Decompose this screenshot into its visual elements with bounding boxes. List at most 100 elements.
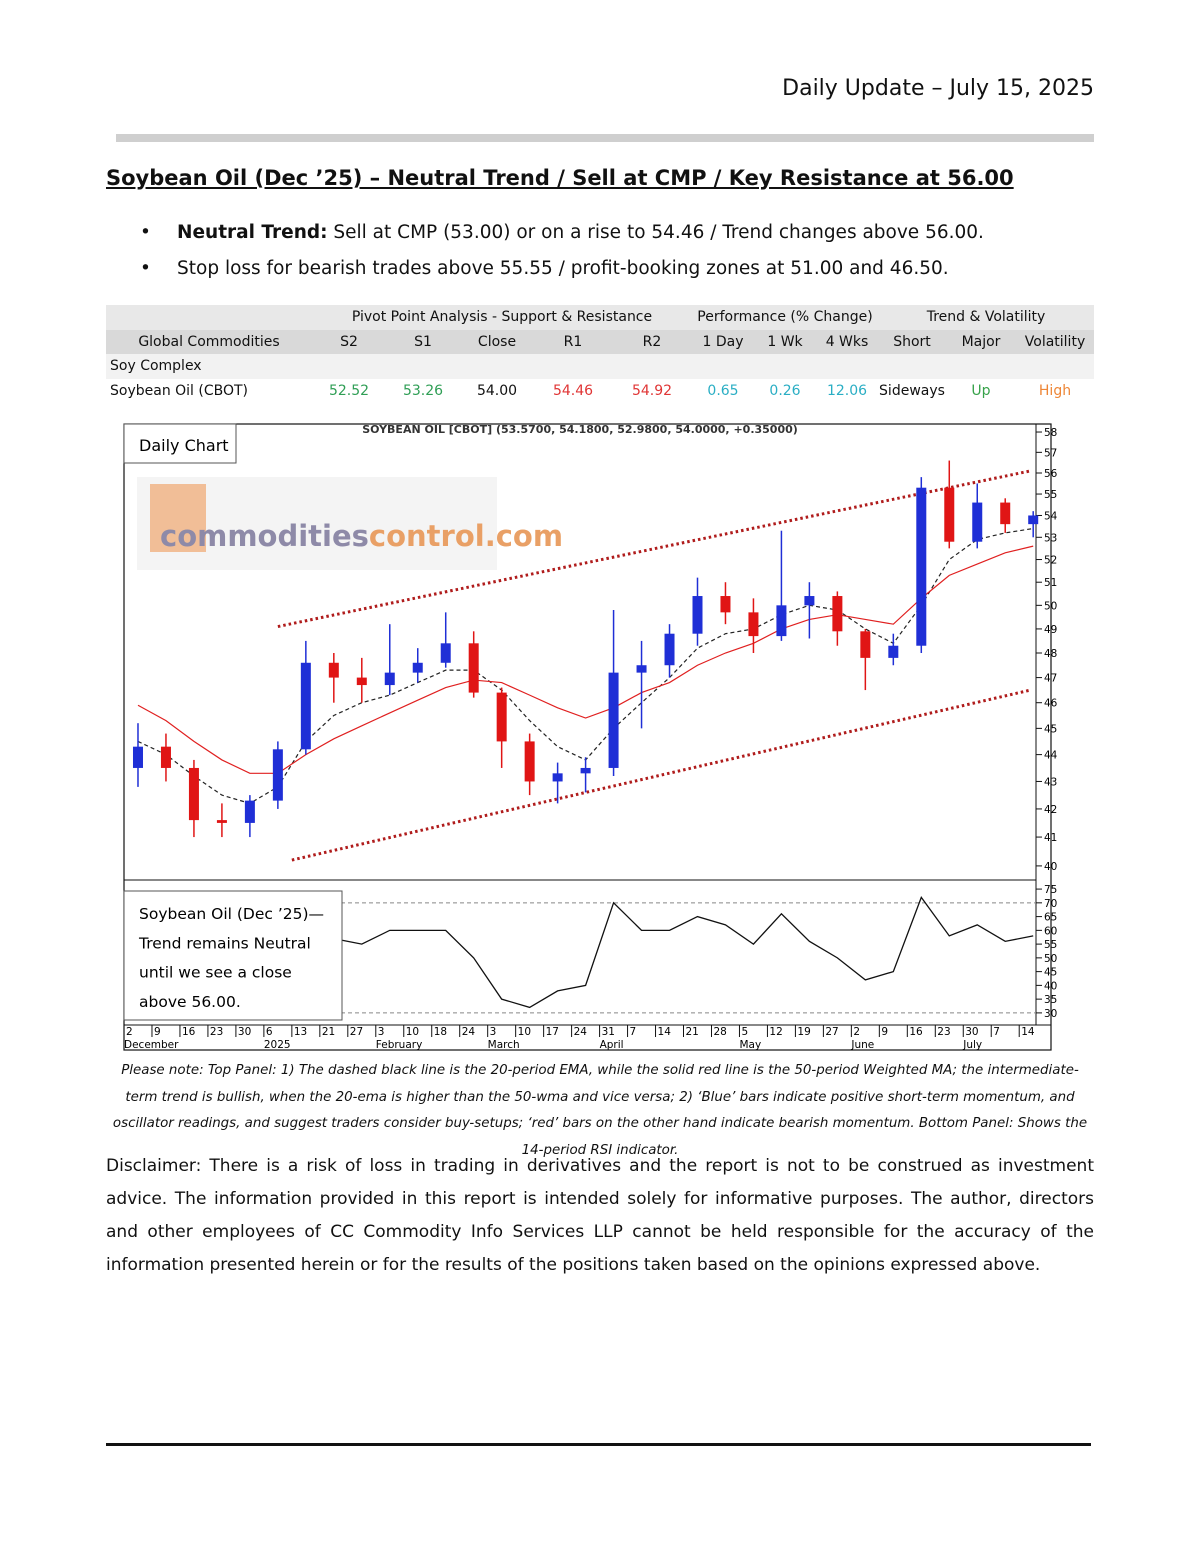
x-tick-label: 24: [462, 1026, 476, 1038]
disclaimer: Disclaimer: There is a risk of loss in t…: [106, 1156, 1094, 1275]
chart-frame: [123, 423, 1052, 1051]
column-header: S2: [312, 329, 386, 354]
candle-body: [132, 746, 143, 768]
x-tick-label: 5: [741, 1026, 748, 1038]
cell: Sideways: [879, 382, 945, 399]
chart-caption: SOYBEAN OIL [CBOT] (53.5700, 54.1800, 52…: [362, 423, 798, 436]
x-tick-label: 31: [602, 1026, 615, 1038]
y-tick-label: 44: [1044, 750, 1058, 762]
y-tick-label: 46: [1044, 698, 1058, 710]
chart-note: Please note: Top Panel: 1) The dashed bl…: [112, 1063, 1088, 1158]
month-label: 2025: [264, 1039, 291, 1051]
candle-body: [496, 692, 507, 742]
y-tick-label: 65: [1044, 912, 1057, 924]
candle-body: [188, 767, 199, 821]
y-tick-label: 50: [1044, 953, 1057, 965]
x-tick-label: 17: [546, 1026, 559, 1038]
y-tick-label: 54: [1044, 510, 1058, 522]
section: Soy Complex: [106, 354, 1094, 379]
moving-average: [137, 545, 1034, 774]
y-tick-label: 41: [1044, 832, 1057, 844]
x-tick-label: 24: [574, 1026, 588, 1038]
y-tick-label: 47: [1044, 673, 1057, 685]
candle-body: [468, 643, 479, 693]
month-label: July: [962, 1039, 982, 1051]
candle-body: [720, 596, 731, 613]
cell: 0.65: [707, 382, 739, 399]
candle-body: [748, 612, 759, 637]
x-tick-label: 10: [406, 1026, 419, 1038]
bullet: • Stop loss for bearish trades above 55.5…: [140, 258, 949, 279]
candle-body: [524, 741, 535, 782]
bullet-text: Stop loss for bearish trades above 55.55…: [177, 258, 949, 279]
y-tick-label: 52: [1044, 555, 1057, 567]
group-header: Pivot Point Analysis - Support & Resista…: [312, 305, 692, 330]
month-label: February: [376, 1039, 423, 1051]
x-tick-label: 6: [266, 1026, 273, 1038]
annotation-line: above 56.00.: [139, 993, 241, 1011]
label-box: [123, 423, 237, 464]
candle-body: [412, 662, 423, 673]
column-header: Close: [460, 329, 534, 354]
y-tick-label: 58: [1044, 427, 1057, 439]
watermark-bg: [137, 477, 497, 570]
trendline: [291, 688, 1031, 862]
month-label: June: [850, 1039, 874, 1051]
annotation-box: [123, 890, 343, 1021]
x-tick-label: 21: [322, 1026, 335, 1038]
column-header: Short: [878, 329, 946, 354]
x-tick-label: 23: [937, 1026, 950, 1038]
x-tick-label: 30: [238, 1026, 251, 1038]
candle-body: [888, 645, 899, 658]
column-header: R2: [612, 329, 692, 354]
report-title: Soybean Oil (Dec ’25) – Neutral Trend / …: [106, 166, 1014, 190]
y-tick-label: 70: [1044, 898, 1057, 910]
candle-body: [944, 487, 955, 542]
x-tick-label: 16: [182, 1026, 196, 1038]
candle-body: [384, 672, 395, 686]
y-tick-label: 45: [1044, 967, 1057, 979]
candle-body: [1000, 502, 1011, 525]
watermark: commoditiescontrol.com: [160, 519, 563, 553]
candle-body: [832, 596, 843, 632]
annotation-line: until we see a close: [139, 964, 292, 982]
y-tick-label: 57: [1044, 447, 1057, 459]
y-tick-label: 53: [1044, 532, 1057, 544]
month-label: May: [739, 1039, 761, 1051]
bullet: • Neutral Trend: Sell at CMP (53.00) or o…: [140, 222, 984, 243]
candle-body: [440, 643, 451, 663]
x-tick-label: 10: [518, 1026, 531, 1038]
candle-body: [244, 800, 255, 823]
candle-body: [1028, 515, 1039, 525]
y-tick-label: 55: [1044, 939, 1057, 951]
y-tick-label: 49: [1044, 624, 1057, 636]
x-tick-label: 3: [378, 1026, 385, 1038]
moving-average: [137, 527, 1034, 805]
x-tick-label: 14: [658, 1026, 672, 1038]
watermark-logo: [150, 484, 206, 552]
candle-body: [636, 665, 647, 673]
group-header: Performance (% Change): [692, 305, 878, 330]
x-tick-label: 13: [294, 1026, 307, 1038]
month-label: April: [600, 1039, 624, 1051]
annotation-line: Soybean Oil (Dec ’25)—: [139, 905, 324, 923]
candle-body: [160, 746, 171, 768]
x-tick-label: 7: [993, 1026, 1000, 1038]
pivot-table: Pivot Point Analysis - Support & Resista…: [106, 305, 1094, 403]
column-header: 4 Wks: [816, 329, 878, 354]
x-tick-label: 7: [630, 1026, 637, 1038]
cell: 0.26: [769, 382, 801, 399]
y-tick-label: 55: [1044, 489, 1057, 501]
column-header: 1 Day: [692, 329, 754, 354]
column-header: 1 Wk: [754, 329, 816, 354]
divider: [116, 134, 1094, 142]
footer-rule: [106, 1443, 1091, 1446]
group-header: Trend & Volatility: [878, 305, 1094, 330]
candle-body: [776, 605, 787, 637]
column-header: Volatility: [1016, 329, 1094, 354]
column-header: S1: [386, 329, 460, 354]
column-header: Major: [946, 329, 1016, 354]
candle-body: [300, 662, 311, 750]
x-tick-label: 16: [909, 1026, 923, 1038]
